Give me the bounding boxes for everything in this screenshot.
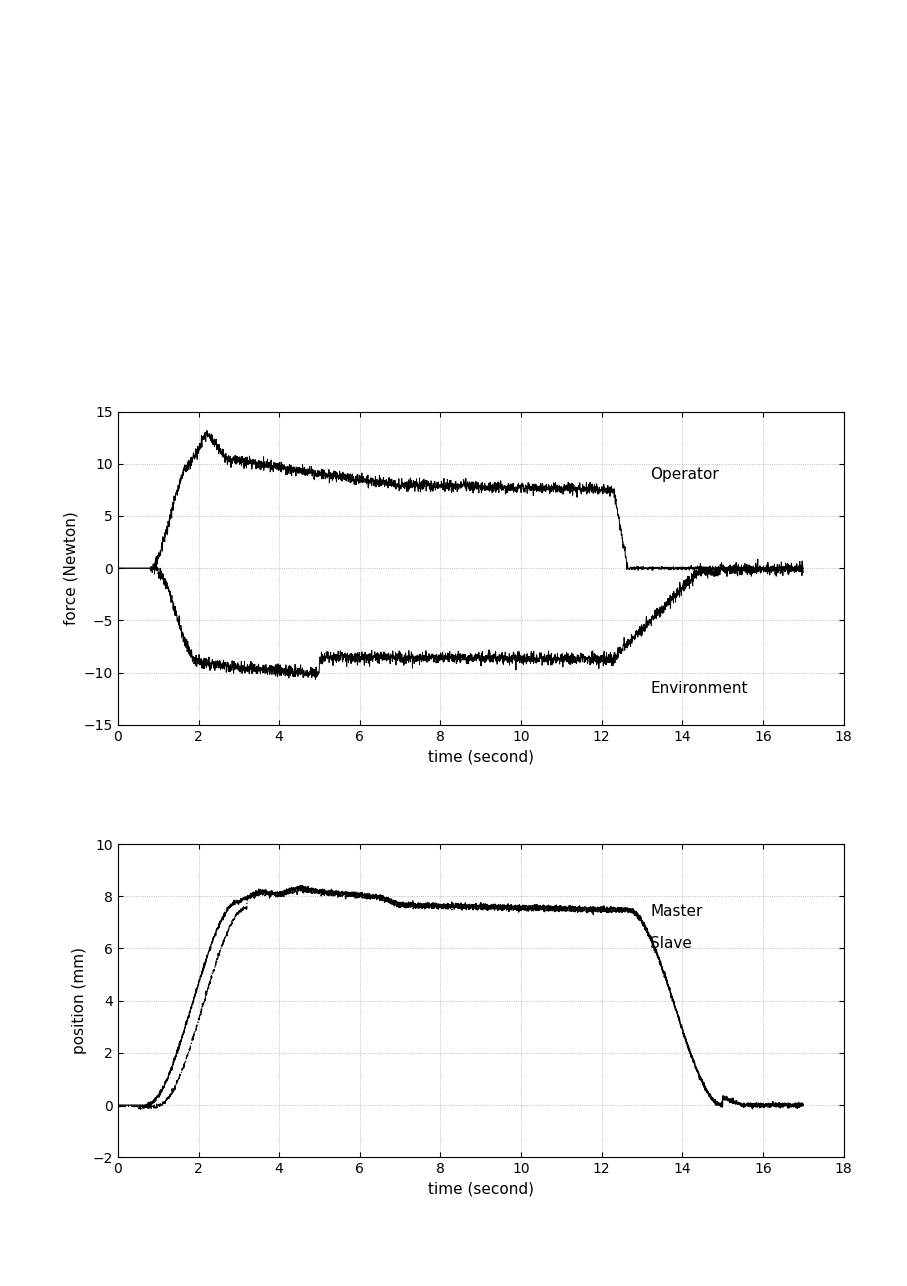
X-axis label: time (second): time (second): [428, 1182, 533, 1197]
Text: Slave: Slave: [650, 936, 692, 950]
Text: Environment: Environment: [650, 680, 747, 696]
Y-axis label: force (Newton): force (Newton): [63, 512, 78, 625]
Text: Master: Master: [650, 904, 702, 919]
X-axis label: time (second): time (second): [428, 750, 533, 764]
Text: Operator: Operator: [650, 467, 718, 482]
Y-axis label: position (mm): position (mm): [73, 948, 87, 1055]
